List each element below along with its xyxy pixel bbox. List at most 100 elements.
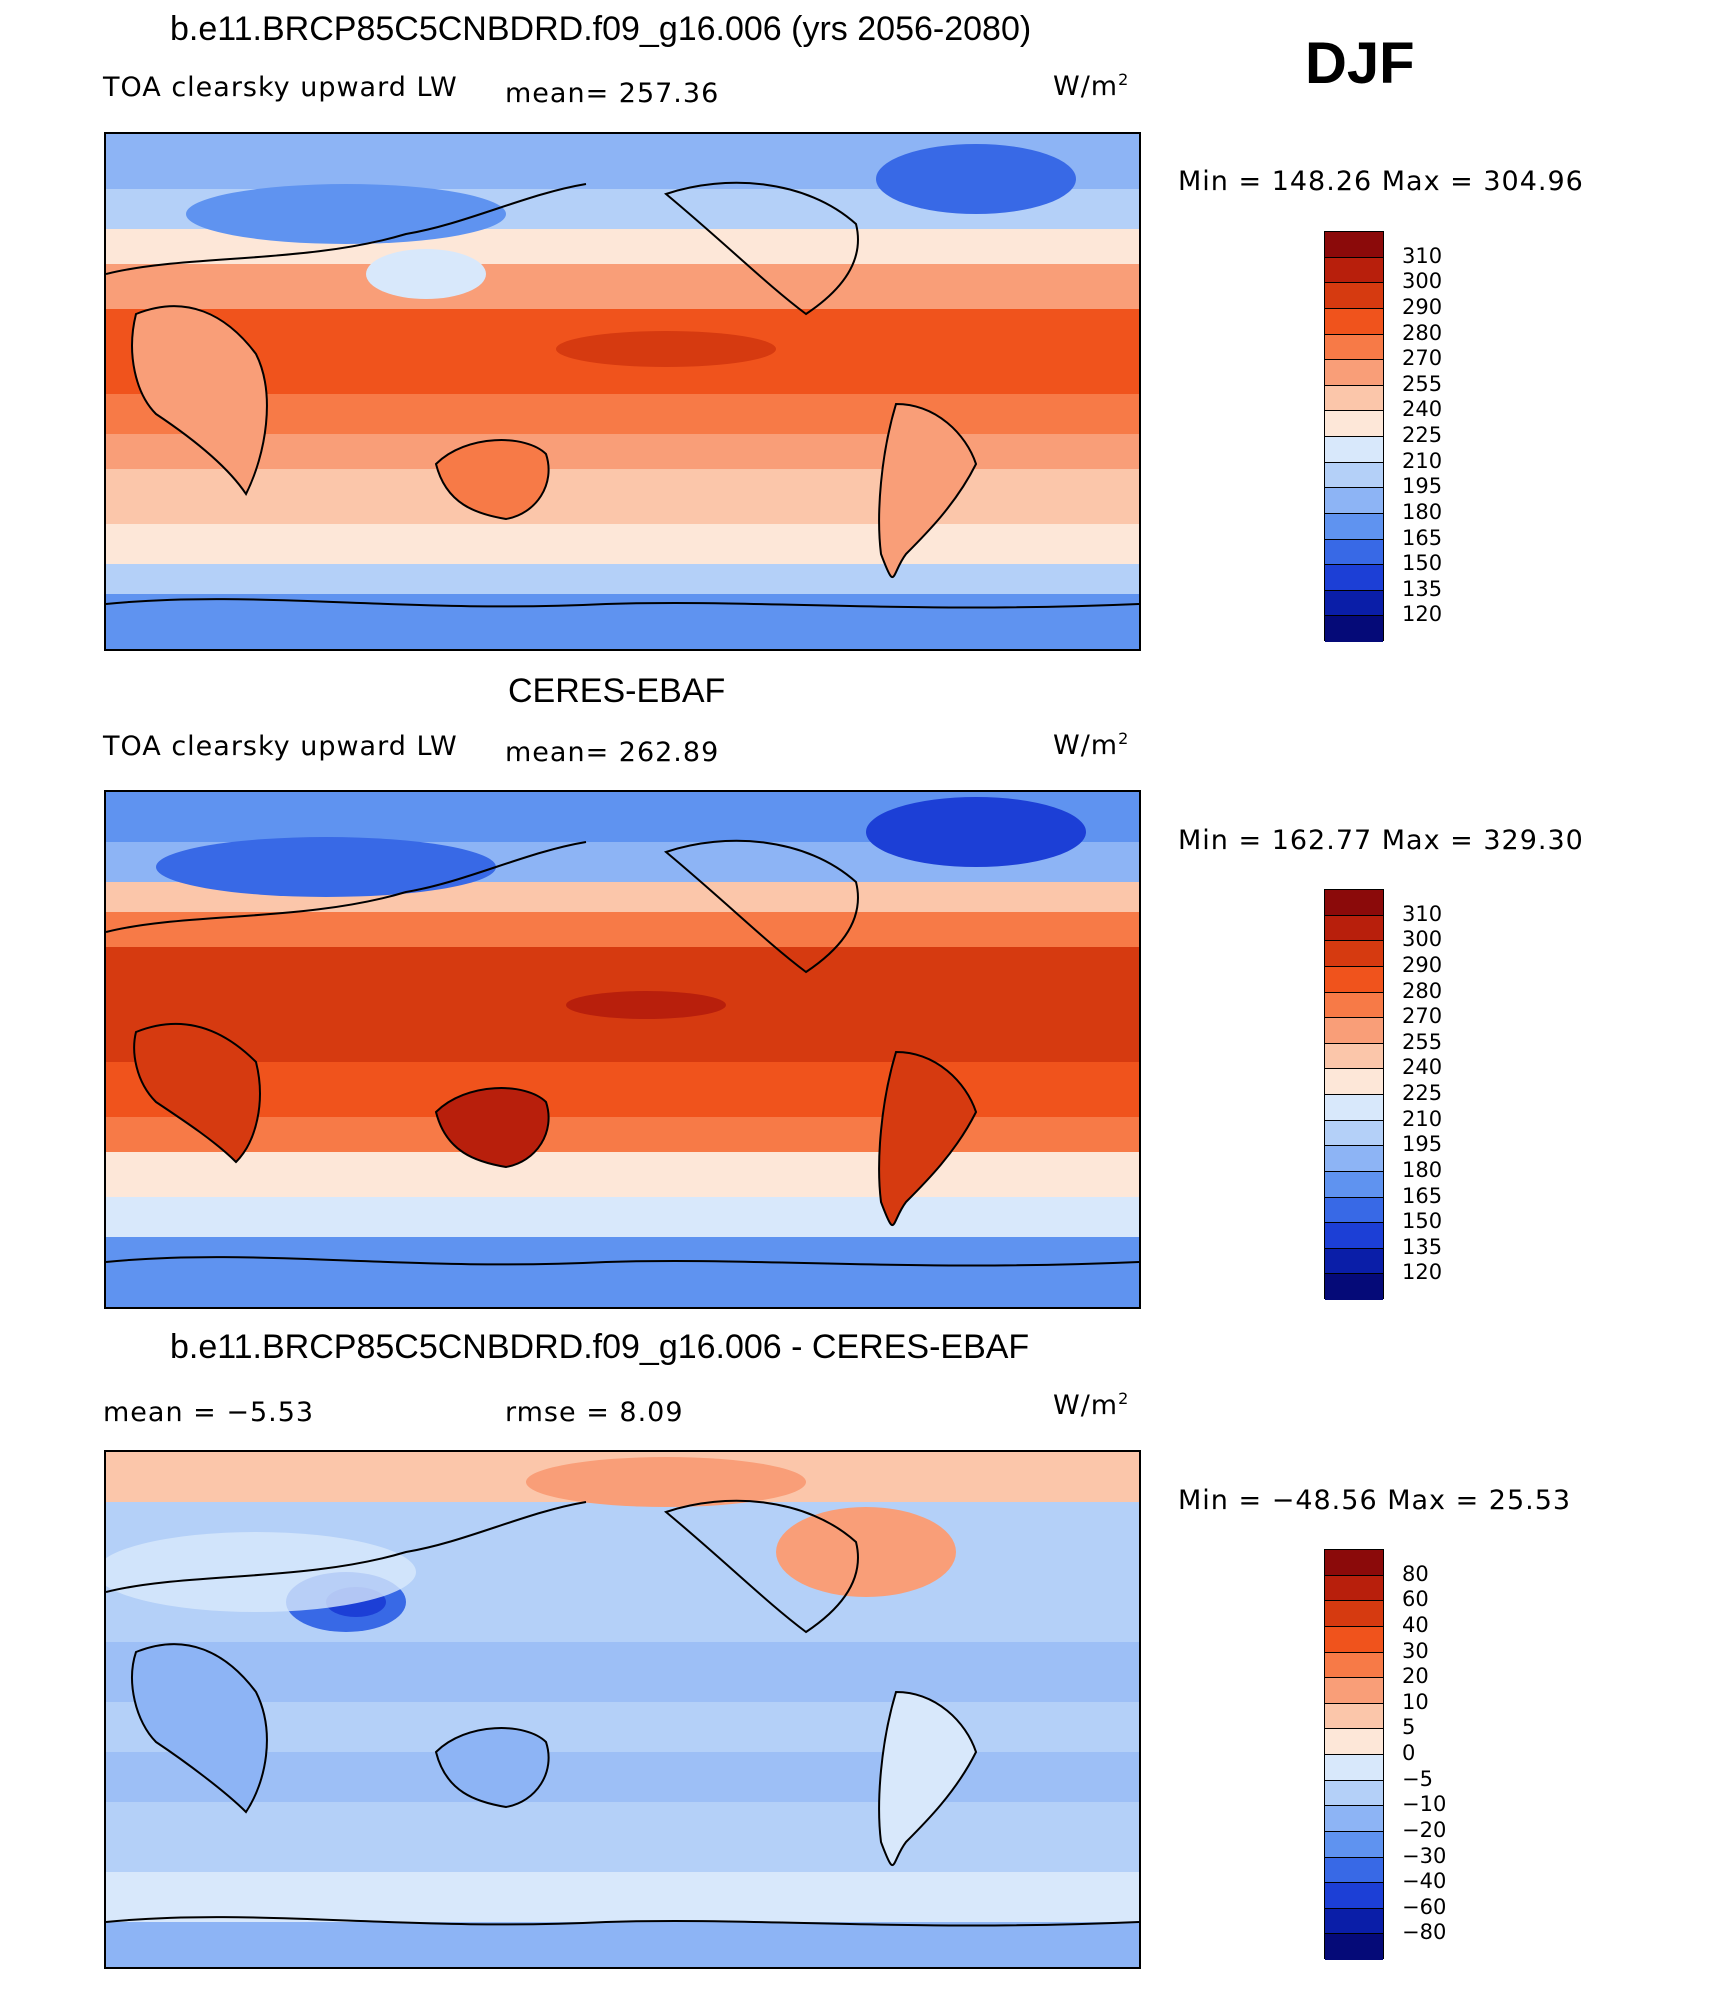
colorbar-tick-label: 255 bbox=[1402, 1029, 1443, 1054]
colorbar-tick-label: 240 bbox=[1402, 397, 1443, 422]
colorbar-tick-label: 210 bbox=[1402, 1106, 1443, 1131]
panel-obs-mean: mean= 262.89 bbox=[505, 737, 720, 768]
colorbar-tick-label: 255 bbox=[1402, 371, 1443, 396]
colorbar-cell bbox=[1325, 1652, 1383, 1679]
colorbar-cell bbox=[1325, 1703, 1383, 1730]
colorbar-cell bbox=[1325, 437, 1383, 463]
panel-model-map bbox=[104, 132, 1141, 651]
panel-model-map-graphic bbox=[106, 134, 1139, 649]
panel-diff-map bbox=[104, 1450, 1141, 1969]
colorbar-tick-label: −80 bbox=[1402, 1920, 1447, 1945]
panel-diff-units: W/m2 bbox=[1053, 1389, 1130, 1421]
colorbar-tick-label: 20 bbox=[1402, 1664, 1429, 1689]
colorbar-cell bbox=[1325, 488, 1383, 514]
colorbar-cell bbox=[1325, 1780, 1383, 1807]
colorbar-cell bbox=[1325, 539, 1383, 566]
colorbar-cell bbox=[1325, 1223, 1383, 1249]
panel-diff-colorbar: 80 60 40 30 20 10 5 0 −5 −10 −20 −30 −40 −60 −80 bbox=[1324, 1549, 1464, 1960]
colorbar-tick-label: 270 bbox=[1402, 1004, 1443, 1029]
colorbar-tick-label: −5 bbox=[1402, 1766, 1433, 1791]
colorbar-cell bbox=[1325, 1550, 1383, 1576]
colorbar-cell bbox=[1325, 1626, 1383, 1653]
panel-obs-map-graphic bbox=[106, 792, 1139, 1307]
panel-model-mean: mean= 257.36 bbox=[505, 78, 720, 109]
colorbar-tick-label: 0 bbox=[1402, 1741, 1416, 1765]
colorbar-cell bbox=[1325, 1908, 1383, 1935]
colorbar-tick-label: 300 bbox=[1402, 927, 1443, 952]
colorbar-cell bbox=[1325, 1248, 1383, 1275]
colorbar-tick-label: 280 bbox=[1402, 320, 1443, 345]
colorbar-tick-label: 165 bbox=[1402, 525, 1443, 550]
colorbar-tick-label: 290 bbox=[1402, 294, 1443, 319]
colorbar-cell bbox=[1325, 257, 1383, 284]
colorbar-cell bbox=[1325, 360, 1383, 386]
colorbar-cell bbox=[1325, 411, 1383, 437]
colorbar-cell bbox=[1325, 308, 1383, 335]
colorbar-tick-label: 150 bbox=[1402, 1209, 1443, 1234]
panel-obs-variable-label: TOA clearsky upward LW bbox=[103, 731, 458, 762]
colorbar-cell bbox=[1325, 1806, 1383, 1832]
colorbar-cell bbox=[1325, 966, 1383, 993]
colorbar-tick-label: −40 bbox=[1402, 1869, 1447, 1894]
colorbar-tick-label: 310 bbox=[1402, 901, 1443, 926]
colorbar-tick-label: 30 bbox=[1402, 1638, 1429, 1663]
colorbar-cell bbox=[1325, 1755, 1383, 1781]
colorbar-cell bbox=[1325, 1146, 1383, 1172]
colorbar-tick-label: 135 bbox=[1402, 576, 1443, 601]
colorbar-cell bbox=[1325, 1857, 1383, 1884]
panel-model-title: b.e11.BRCP85C5CNBDRD.f09_g16.006 (yrs 20… bbox=[170, 10, 1032, 48]
panel-obs-units: W/m2 bbox=[1053, 729, 1130, 761]
colorbar-cell bbox=[1325, 1095, 1383, 1121]
colorbar-tick-label: 240 bbox=[1402, 1055, 1443, 1080]
colorbar-tick-label: 40 bbox=[1402, 1612, 1429, 1637]
colorbar-cell bbox=[1325, 1171, 1383, 1198]
colorbar-tick-label: 165 bbox=[1402, 1183, 1443, 1208]
colorbar-tick-label: 80 bbox=[1402, 1561, 1429, 1586]
panel-obs-map bbox=[104, 790, 1141, 1309]
colorbar-tick-label: 225 bbox=[1402, 1081, 1443, 1105]
colorbar-tick-label: −30 bbox=[1402, 1843, 1447, 1868]
panel-obs-title: CERES-EBAF bbox=[508, 672, 726, 710]
colorbar-tick-label: −10 bbox=[1402, 1792, 1447, 1817]
colorbar-tick-label: 180 bbox=[1402, 1157, 1443, 1182]
colorbar-tick-label: −20 bbox=[1402, 1817, 1447, 1842]
colorbar-tick-label: 210 bbox=[1402, 448, 1443, 473]
colorbar-tick-label: 120 bbox=[1402, 1260, 1443, 1285]
colorbar-tick-label: 300 bbox=[1402, 269, 1443, 294]
panel-obs-minmax: Min = 162.77 Max = 329.30 bbox=[1178, 825, 1584, 856]
colorbar-tick-label: 280 bbox=[1402, 978, 1443, 1003]
colorbar-cell bbox=[1325, 915, 1383, 942]
colorbar-cell bbox=[1325, 283, 1383, 309]
colorbar-cell bbox=[1325, 232, 1383, 258]
panel-model-colorbar: 310 300 290 280 270 255 240 225 210 195 180 165 150 1… bbox=[1324, 231, 1464, 642]
colorbar-tick-label: 10 bbox=[1402, 1689, 1429, 1714]
colorbar-tick-label: 195 bbox=[1402, 1132, 1443, 1157]
colorbar-cell bbox=[1325, 1120, 1383, 1147]
colorbar-cell bbox=[1325, 513, 1383, 540]
colorbar-cell bbox=[1325, 334, 1383, 361]
colorbar-tick-label: 180 bbox=[1402, 499, 1443, 524]
panel-diff-rmse: rmse = 8.09 bbox=[505, 1397, 684, 1428]
colorbar-cell bbox=[1325, 1601, 1383, 1627]
colorbar-tick-label: −60 bbox=[1402, 1894, 1447, 1919]
colorbar-cell bbox=[1325, 1831, 1383, 1858]
colorbar-tick-label: 270 bbox=[1402, 346, 1443, 371]
colorbar-cell bbox=[1325, 1575, 1383, 1602]
colorbar-tick-label: 290 bbox=[1402, 952, 1443, 977]
colorbar-cell bbox=[1325, 890, 1383, 916]
colorbar-cell bbox=[1325, 1018, 1383, 1044]
panel-diff-mean: mean = −5.53 bbox=[103, 1397, 315, 1428]
colorbar-cell bbox=[1325, 462, 1383, 489]
colorbar-cell bbox=[1325, 1934, 1383, 1960]
colorbar-cell bbox=[1325, 385, 1383, 412]
colorbar-cell bbox=[1325, 1729, 1383, 1755]
panel-model-units: W/m2 bbox=[1053, 70, 1130, 102]
colorbar-cell bbox=[1325, 1069, 1383, 1095]
panel-model-minmax: Min = 148.26 Max = 304.96 bbox=[1178, 166, 1584, 197]
panel-diff-map-graphic bbox=[106, 1452, 1139, 1967]
season-label: DJF bbox=[1305, 31, 1415, 96]
panel-obs-colorbar: 310 300 290 280 270 255 240 225 210 195 180 165 150 1… bbox=[1324, 889, 1464, 1300]
colorbar-cell bbox=[1325, 992, 1383, 1019]
colorbar-cell bbox=[1325, 1274, 1383, 1300]
colorbar-cell bbox=[1325, 1197, 1383, 1224]
